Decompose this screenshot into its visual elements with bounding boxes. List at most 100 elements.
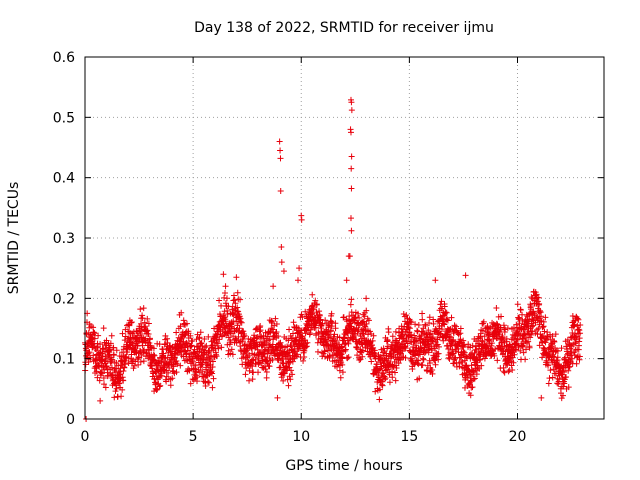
data-point (549, 333, 556, 340)
y-tick-label: 0.1 (53, 352, 75, 368)
data-point (188, 343, 195, 350)
data-point (509, 366, 516, 373)
data-point (137, 306, 144, 313)
data-point (97, 349, 104, 356)
data-point (270, 283, 277, 290)
data-point (561, 368, 568, 375)
data-point (280, 377, 287, 384)
data-point (199, 368, 206, 375)
data-point (111, 394, 118, 401)
data-point (295, 277, 302, 284)
data-point (523, 339, 530, 346)
data-point (457, 330, 464, 337)
data-point (529, 328, 536, 335)
data-point (468, 384, 475, 391)
data-point (382, 375, 389, 382)
data-point (289, 371, 296, 378)
data-point (435, 356, 442, 363)
data-point (208, 369, 214, 376)
data-point (438, 298, 445, 305)
data-point (188, 342, 195, 349)
data-point (177, 362, 184, 369)
data-point (272, 315, 279, 322)
data-point (117, 365, 124, 372)
data-point (303, 343, 310, 350)
data-point (419, 310, 426, 317)
data-point (298, 216, 305, 223)
data-point (309, 310, 316, 317)
data-point (470, 376, 477, 383)
data-point (277, 147, 284, 154)
data-point (453, 323, 460, 330)
data-point (402, 354, 409, 361)
data-point (113, 382, 120, 389)
data-point (542, 339, 549, 346)
data-point (260, 332, 267, 339)
data-point (392, 328, 399, 335)
data-point (450, 336, 457, 343)
data-point (471, 350, 478, 357)
data-point (209, 358, 216, 365)
data-point (295, 346, 302, 353)
data-point (263, 368, 270, 375)
data-point (233, 274, 240, 281)
data-point (86, 349, 93, 356)
data-point (312, 324, 319, 331)
data-point (576, 353, 583, 360)
data-point (198, 339, 205, 346)
data-point (326, 331, 333, 338)
data-point (519, 343, 526, 350)
data-point (157, 382, 164, 389)
data-point (359, 318, 366, 325)
y-tick-label: 0.2 (53, 291, 75, 307)
data-point (449, 351, 456, 358)
data-point (232, 300, 239, 307)
data-point (518, 343, 525, 350)
data-point (220, 271, 227, 278)
data-point (296, 265, 303, 272)
data-point (222, 289, 228, 296)
data-point (191, 365, 198, 372)
data-point (502, 326, 509, 333)
data-point (263, 374, 270, 381)
data-point (317, 339, 324, 346)
data-point (280, 268, 287, 275)
data-point (196, 334, 203, 341)
data-point (225, 334, 232, 341)
data-point (337, 374, 344, 381)
data-point (152, 380, 159, 387)
data-point (89, 336, 95, 343)
data-point (266, 354, 273, 361)
data-point (140, 305, 147, 312)
data-point (164, 339, 171, 346)
data-point (328, 318, 335, 325)
data-point (313, 309, 320, 316)
data-point (481, 355, 488, 362)
data-point (522, 356, 529, 363)
data-point (419, 329, 426, 336)
data-point (558, 345, 565, 352)
data-point (332, 325, 339, 332)
data-point (379, 382, 386, 389)
data-point (273, 329, 280, 336)
data-point (224, 307, 231, 314)
data-point (483, 343, 490, 350)
data-point (348, 227, 355, 234)
data-point (309, 291, 316, 298)
data-point (209, 363, 216, 370)
data-point (227, 350, 234, 357)
data-point (260, 350, 267, 357)
data-point (268, 325, 275, 332)
data-point (195, 343, 202, 350)
data-point (506, 342, 513, 349)
data-point (210, 375, 217, 382)
data-point (119, 386, 126, 393)
data-point (363, 320, 370, 327)
data-point (131, 362, 138, 369)
data-point (545, 380, 552, 387)
data-point (284, 343, 291, 350)
data-point (432, 361, 439, 368)
data-point (488, 342, 495, 349)
data-point (278, 342, 285, 349)
data-point (307, 311, 314, 318)
